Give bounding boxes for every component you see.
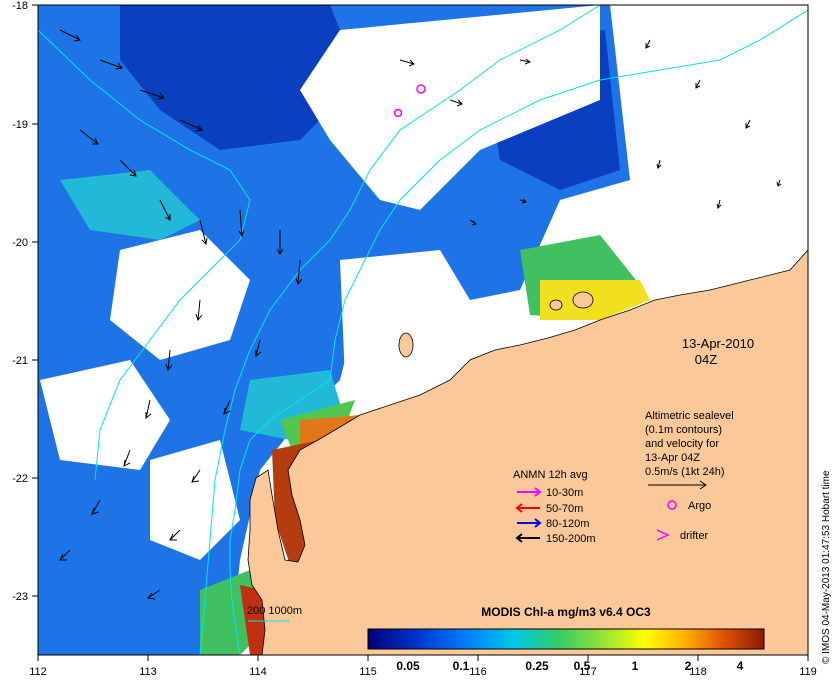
argo-label: Argo [688, 500, 711, 512]
axis-ticks [32, 4, 809, 661]
velocity-arrow [519, 198, 527, 204]
colorbar-tick: 0.05 [396, 659, 420, 673]
altimetry-note-line: (0.1m contours) [645, 424, 722, 436]
chlorophyll-field-yellow [540, 280, 650, 320]
lat-tick-label: -18 [12, 0, 28, 12]
lat-tick-label: -23 [12, 591, 28, 603]
altimetry-note-line: and velocity for [645, 438, 719, 450]
svg-text:10-30m: 10-30m [546, 487, 583, 499]
lon-tick-label: 119 [799, 666, 817, 678]
colorbar-tick: 0.1 [453, 659, 470, 673]
svg-text:80-120m: 80-120m [546, 518, 589, 530]
island [549, 299, 563, 311]
velocity-arrow [79, 129, 99, 145]
time-label: 04Z [695, 352, 717, 367]
velocity-arrow [519, 58, 532, 65]
velocity-arrow [139, 89, 165, 100]
velocity-arrow [276, 230, 284, 255]
colorbar-title: MODIS Chl-a mg/m3 v6.4 OC3 [481, 605, 651, 619]
velocity-arrow [695, 79, 701, 89]
velocity-arrow [716, 199, 722, 209]
velocity-arrow [59, 29, 81, 42]
velocity-arrow [159, 199, 171, 221]
velocity-arrow [399, 59, 415, 67]
velocity-arrow [449, 99, 463, 107]
altimetry-note-line: Altimetric sealevel [645, 410, 734, 422]
argo-marker [393, 108, 403, 118]
lon-tick-label: 113 [139, 666, 157, 678]
velocity-arrow [165, 349, 173, 372]
velocity-scale-arrow [648, 480, 707, 490]
land-mass [247, 249, 808, 655]
velocity-arrow [123, 449, 131, 467]
velocity-arrow [91, 499, 101, 515]
colorbar-tick: 2 [685, 659, 692, 673]
lon-tick-label: 118 [689, 666, 707, 678]
velocity-arrow [199, 219, 208, 246]
depth-contour-label: 200 1000m [247, 605, 302, 617]
velocity-arrow [195, 299, 203, 322]
altimetry-note-line: 0.5m/s (1kt 24h) [645, 466, 724, 478]
velocity-arrow [645, 39, 651, 49]
velocity-arrow [776, 179, 782, 187]
svg-text:50-70m: 50-70m [546, 503, 583, 515]
chlorophyll-field-darkblue [120, 5, 360, 150]
velocity-arrow [223, 399, 231, 415]
velocity-arrow [295, 259, 303, 286]
island [572, 291, 594, 309]
velocity-arrow [119, 159, 137, 177]
island [398, 332, 414, 358]
velocity-arrow [469, 219, 477, 226]
colorbar-tick: 0.25 [525, 659, 549, 673]
argo-marker [416, 84, 426, 94]
cloud-patch-2 [110, 230, 250, 360]
velocity-arrow [147, 589, 161, 600]
chlorophyll-field-cyan [60, 170, 200, 240]
altimetry-note-line: 13-Apr 04Z [645, 452, 700, 464]
velocity-arrow [255, 339, 262, 358]
velocity-arrow [59, 549, 71, 561]
legend-item: 150-200m [515, 533, 596, 545]
legend-title: ANMN 12h avg [513, 469, 588, 481]
cloud-patch-1 [300, 5, 600, 210]
cloud-patch-3 [40, 360, 170, 470]
velocity-arrow [745, 119, 751, 129]
colorbar-tick: 1 [632, 659, 639, 673]
lon-tick-label: 117 [579, 666, 597, 678]
lat-tick-label: -22 [12, 473, 28, 485]
plot-frame [37, 4, 809, 656]
bathymetry-contour-200m [229, 9, 808, 655]
velocity-arrow [145, 399, 152, 420]
lon-tick-label: 115 [359, 666, 377, 678]
velocity-vectors [59, 29, 782, 600]
date-label: 13-Apr-2010 [682, 336, 754, 351]
colorbar-tick: 4 [737, 659, 744, 673]
lon-tick-label: 112 [29, 666, 47, 678]
lat-tick-label: -19 [12, 119, 28, 131]
velocity-arrow [191, 469, 201, 483]
bathymetry-contour-1000m [199, 5, 601, 655]
bathymetry-contour-west [38, 29, 251, 481]
colorbar [367, 628, 765, 650]
velocity-arrow [238, 209, 245, 238]
lat-tick-label: -21 [12, 355, 28, 367]
argo-legend-marker [667, 500, 677, 510]
lon-tick-label: 116 [469, 666, 487, 678]
velocity-arrow [169, 529, 181, 541]
drifter-legend-marker [656, 529, 670, 541]
colorbar-tick: 0.5 [574, 659, 591, 673]
legend-item: 10-30m [517, 487, 583, 499]
legend-item: 50-70m [515, 503, 583, 515]
lon-tick-label: 114 [249, 666, 267, 678]
drifter-label: drifter [680, 530, 708, 542]
credit-text: © IMOS 04-May-2013 01:47:53 Hobart time [821, 470, 832, 664]
legend-item: 80-120m [517, 518, 589, 530]
velocity-arrow [99, 59, 123, 70]
velocity-arrow [179, 119, 203, 132]
chlorophyll-field-coast-strip [240, 585, 268, 655]
lat-tick-label: -20 [12, 237, 28, 249]
velocity-arrow [656, 159, 662, 169]
svg-text:150-200m: 150-200m [546, 533, 596, 545]
